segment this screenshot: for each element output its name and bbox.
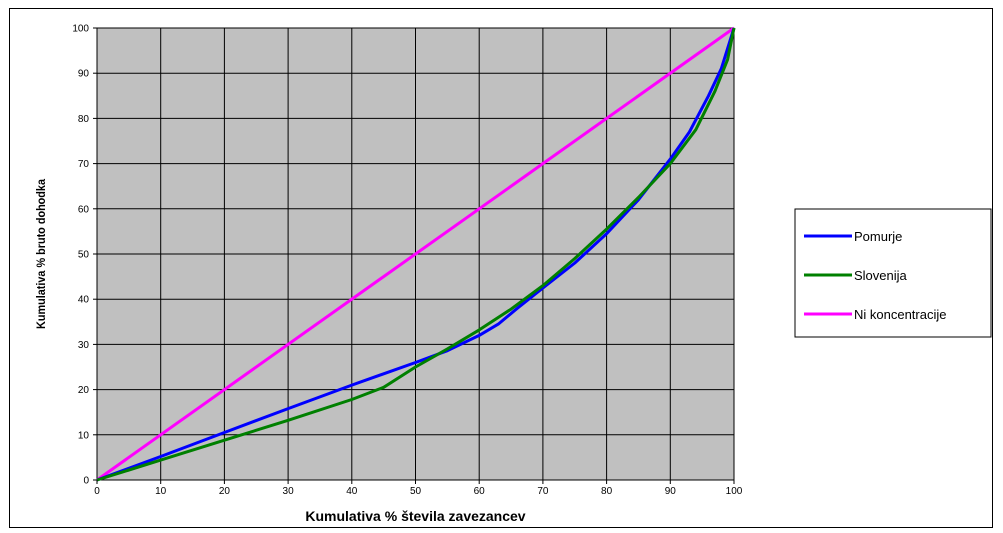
- y-tick-label-0: 0: [83, 476, 89, 487]
- y-tick-label-10: 100: [72, 24, 89, 35]
- x-tick-label-8: 80: [601, 486, 613, 497]
- series-line-ni-koncentracije: [96, 26, 735, 482]
- y-tick-label-6: 60: [78, 204, 90, 215]
- legend-label-0: Pomurje: [854, 229, 902, 244]
- series-lines: [96, 26, 736, 482]
- y-tick-label-1: 10: [78, 430, 90, 441]
- x-tick-label-7: 70: [537, 486, 549, 497]
- x-axis-ticks: 0 10 20 30 40 50 60 70 80 90 100: [94, 480, 743, 497]
- legend-label-1: Slovenija: [854, 268, 908, 283]
- x-tick-label-5: 50: [410, 486, 422, 497]
- legend-label-2: Ni koncentracije: [854, 307, 947, 322]
- y-tick-label-2: 20: [78, 385, 90, 396]
- legend: Pomurje Slovenija Ni koncentracije: [794, 208, 992, 338]
- y-tick-label-7: 70: [78, 159, 90, 170]
- y-axis-ticks: 0 10 20 30 40 50 60 70 80 90 100: [72, 24, 97, 487]
- x-tick-label-4: 40: [346, 486, 358, 497]
- x-tick-label-6: 60: [474, 486, 486, 497]
- y-tick-label-4: 40: [78, 295, 90, 306]
- series-line-slovenija: [96, 27, 736, 482]
- x-tick-label-0: 0: [94, 486, 100, 497]
- x-tick-label-3: 30: [283, 486, 295, 497]
- legend-box: [794, 208, 992, 338]
- x-axis-title: Kumulativa % števila zavezancev: [305, 508, 525, 524]
- x-tick-label-1: 10: [155, 486, 167, 497]
- series-line-pomurje: [96, 27, 736, 482]
- x-tick-label-9: 90: [665, 486, 677, 497]
- y-tick-label-3: 30: [78, 340, 90, 351]
- y-tick-label-8: 80: [78, 114, 90, 125]
- y-tick-label-5: 50: [78, 250, 90, 261]
- grid: [96, 27, 735, 481]
- y-tick-label-9: 90: [78, 69, 90, 80]
- x-tick-label-10: 100: [726, 486, 743, 497]
- x-tick-label-2: 20: [219, 486, 231, 497]
- y-axis-title: Kumulativa % bruto dohodka: [34, 179, 48, 329]
